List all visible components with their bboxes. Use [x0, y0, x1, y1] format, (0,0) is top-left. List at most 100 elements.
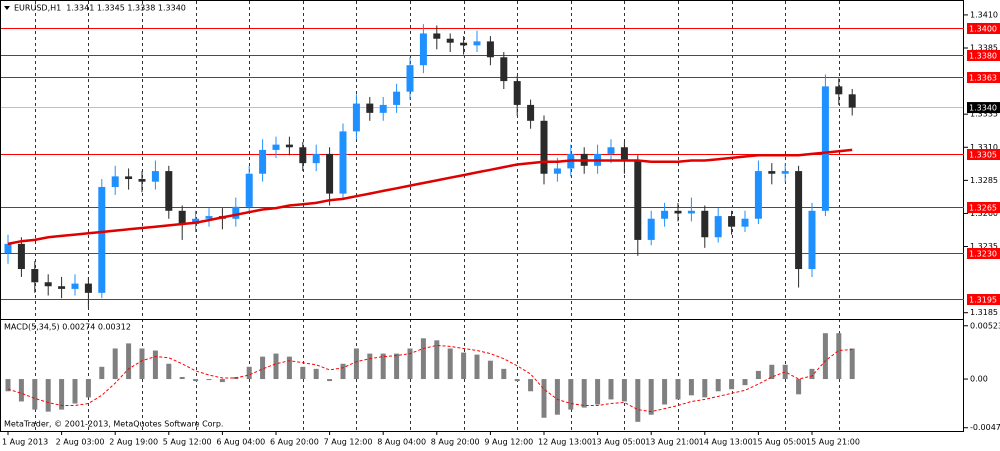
- candle-body: [111, 176, 119, 187]
- macd-bar: [809, 368, 815, 380]
- candle-body: [500, 57, 508, 82]
- candle-body: [205, 216, 213, 219]
- candle-body: [98, 186, 106, 293]
- candle-body: [17, 243, 25, 270]
- macd-bar: [849, 348, 855, 380]
- macd-bar: [474, 354, 480, 380]
- macd-bar: [394, 353, 400, 380]
- macd-bar: [206, 379, 212, 381]
- macd-bar: [836, 333, 842, 380]
- candle-body: [460, 42, 468, 46]
- macd-bar: [152, 350, 158, 380]
- y-tick-label: 1.3410: [970, 10, 998, 19]
- footer: MetaTrader, © 2001-2013, MetaQuotes Soft…: [4, 420, 223, 429]
- candle-body: [406, 65, 414, 92]
- macd-bar: [608, 379, 614, 400]
- macd-bar: [581, 379, 587, 408]
- level-label-box: [967, 149, 1000, 160]
- candle-body: [71, 283, 79, 289]
- candle-body: [781, 171, 789, 174]
- macd-bar: [501, 368, 507, 380]
- x-tick-label: 2 Aug 03:00: [56, 438, 105, 447]
- candle-body: [366, 103, 374, 113]
- level-label: 1.3230: [969, 250, 997, 259]
- y-tick-label: 1.3235: [970, 242, 998, 251]
- candle-body: [647, 218, 655, 240]
- x-tick-label: 15 Aug 05:00: [752, 438, 806, 447]
- macd-bar: [193, 379, 199, 382]
- x-tick-label: 8 Aug 04:00: [377, 438, 426, 447]
- macd-bar: [45, 379, 51, 412]
- macd-bar: [434, 340, 440, 380]
- macd-bar: [166, 363, 172, 380]
- macd-bar: [380, 353, 386, 380]
- candle-body: [393, 91, 401, 105]
- macd-bar: [72, 379, 78, 404]
- macd-bar: [702, 379, 708, 398]
- moving-average: [7, 148, 853, 246]
- macd-bar: [260, 356, 266, 380]
- y-tick-label: 1.3310: [970, 143, 998, 152]
- y-tick-label: 0.00: [970, 375, 988, 384]
- x-tick-label: 12 Aug 13:00: [538, 438, 592, 447]
- level-label-box: [967, 248, 1000, 259]
- macd-bar: [407, 348, 413, 380]
- macd-bar: [796, 379, 802, 395]
- candle-body: [379, 104, 387, 113]
- candle-body: [848, 94, 856, 108]
- macd-bar: [675, 379, 681, 400]
- macd-bar: [420, 338, 426, 380]
- candle-body: [701, 210, 709, 238]
- candle-body: [84, 283, 92, 293]
- macd-bar: [822, 333, 828, 380]
- macd-bar: [729, 379, 735, 390]
- macd-bar: [688, 379, 694, 396]
- candle-body: [661, 210, 669, 219]
- macd-bar: [755, 370, 761, 380]
- candle-body: [795, 171, 803, 270]
- level-label-box: [967, 23, 1000, 34]
- x-tick-label: 13 Aug 05:00: [592, 438, 646, 447]
- x-tick-label: 9 Aug 12:00: [484, 438, 533, 447]
- x-tick-label: 8 Aug 20:00: [431, 438, 480, 447]
- macd-bar: [99, 366, 105, 380]
- candle-body: [634, 160, 642, 240]
- candle-body: [607, 147, 615, 154]
- current-price-label: 1.3340: [969, 104, 997, 113]
- macd-bar: [742, 379, 748, 386]
- macd-bar: [541, 379, 547, 418]
- candle-body: [299, 147, 307, 164]
- macd-bar: [595, 379, 601, 405]
- macd-signal: [7, 344, 853, 413]
- macd-bar: [313, 368, 319, 380]
- y-tick-label: 1.3185: [970, 308, 998, 317]
- candle-body: [768, 171, 776, 174]
- macd-bar: [635, 379, 641, 422]
- macd-bar: [648, 379, 654, 415]
- level-label: 1.3400: [969, 25, 997, 34]
- macd-title: MACD(5,34,5) 0.00274 0.00312: [4, 323, 131, 332]
- macd-bar: [246, 366, 252, 380]
- macd-bar: [273, 353, 279, 380]
- candle-body: [58, 286, 66, 289]
- macd-bar: [112, 348, 118, 380]
- candle-body: [138, 179, 146, 182]
- x-tick-label: 14 Aug 13:00: [699, 438, 753, 447]
- candle-body: [232, 206, 240, 219]
- candle-body: [446, 38, 454, 43]
- macd-bar: [782, 364, 788, 380]
- candle-body: [272, 144, 280, 150]
- candle-body: [728, 216, 736, 227]
- macd-bar: [353, 348, 359, 380]
- x-tick-label: 7 Aug 12:00: [324, 438, 373, 447]
- macd-bar: [340, 363, 346, 380]
- macd-bar: [139, 348, 145, 380]
- menu-triangle[interactable]: [4, 6, 10, 10]
- macd-bar: [514, 379, 520, 382]
- macd-bar: [126, 343, 132, 380]
- level-label: 1.3195: [969, 296, 997, 305]
- macd-bar: [327, 379, 333, 382]
- candle-body: [326, 153, 334, 194]
- candle-body: [808, 210, 816, 270]
